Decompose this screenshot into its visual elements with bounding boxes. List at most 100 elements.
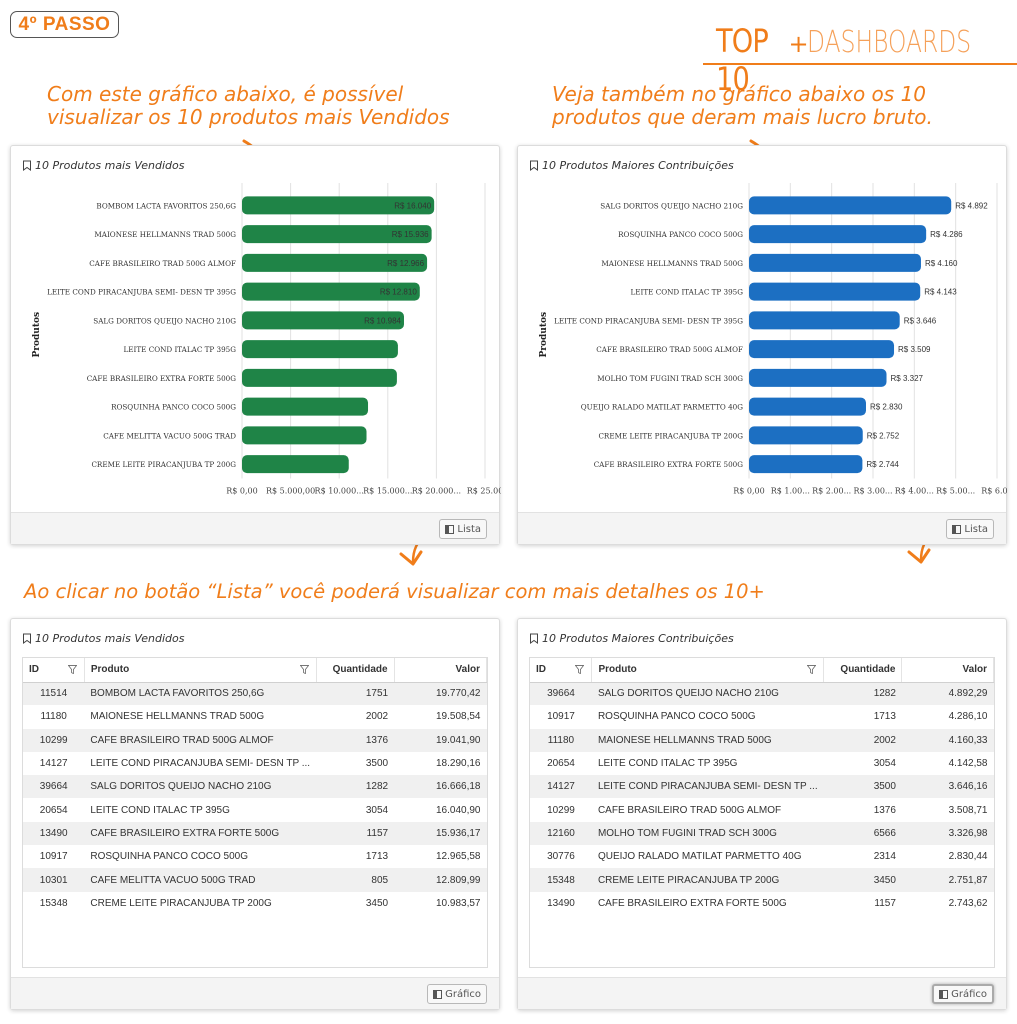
cell-quantidade: 3500 <box>823 775 902 799</box>
bar[interactable] <box>749 455 863 474</box>
x-tick-label: R$ 15.000... <box>363 487 412 496</box>
bar[interactable] <box>242 225 432 244</box>
cell-id: 11180 <box>530 728 592 752</box>
data-label: R$ 2.752 <box>867 431 900 440</box>
cell-produto: CAFE BRASILEIRO EXTRA FORTE 500G <box>84 821 317 846</box>
table-row[interactable]: 10299 CAFE BRASILEIRO TRAD 500G ALMOF 1376… <box>23 728 487 752</box>
bar[interactable] <box>242 282 420 301</box>
cell-valor: 4.142,58 <box>901 751 994 776</box>
bar[interactable] <box>749 340 895 359</box>
column-header-produto[interactable]: Produto <box>84 658 317 683</box>
column-header-quantidade[interactable]: Quantidade <box>823 658 903 683</box>
data-grid: ID Produto Quantidade Valor 11514 BOMBOM … <box>22 657 488 968</box>
table-row[interactable]: 15348 CREME LEITE PIRACANJUBA TP 200G 3450… <box>23 891 487 915</box>
brand-dashboards-text: DASHBOARDS <box>806 25 971 60</box>
caption-left: Com este gráfico abaixo, é possível visu… <box>47 83 450 129</box>
data-label: R$ 3.646 <box>904 316 937 325</box>
table-row[interactable]: 10917 ROSQUINHA PANCO COCO 500G 1713 12.965… <box>23 845 487 869</box>
bookmark-icon <box>23 160 31 171</box>
table-row[interactable]: 13490 CAFE BRASILEIRO EXTRA FORTE 500G 115… <box>530 891 994 915</box>
cell-produto: CAFE BRASILEIRO TRAD 500G ALMOF <box>591 798 824 822</box>
cell-id: 10299 <box>530 798 592 822</box>
column-header-valor[interactable]: Valor <box>394 658 487 683</box>
table-row[interactable]: 14127 LEITE COND PIRACANJUBA SEMI- DESN T… <box>23 751 487 776</box>
table-row[interactable]: 10301 CAFE MELITTA VACUO 500G TRAD 805 12.8… <box>23 868 487 892</box>
column-header-label: Valor <box>455 664 480 676</box>
cell-quantidade: 2314 <box>823 845 902 869</box>
cell-quantidade: 2002 <box>823 728 902 752</box>
category-label: ROSQUINHA PANCO COCO 500G <box>111 403 236 412</box>
bar[interactable] <box>242 397 369 416</box>
category-label: LEITE COND ITALAC TP 395G <box>631 288 744 297</box>
cell-valor: 12.809,99 <box>394 868 487 892</box>
column-header-id[interactable]: ID <box>530 658 593 683</box>
table-row[interactable]: 30776 QUEIJO RALADO MATILAT PARMETTO 40G 2… <box>530 845 994 869</box>
table-row[interactable]: 10299 CAFE BRASILEIRO TRAD 500G ALMOF 1376… <box>530 798 994 822</box>
bar[interactable] <box>749 196 952 215</box>
brand-plus: + <box>788 30 809 58</box>
column-header-quantidade[interactable]: Quantidade <box>316 658 395 683</box>
bar[interactable] <box>749 225 927 244</box>
table-row[interactable]: 39664 SALG DORITOS QUEIJO NACHO 210G 1282 4… <box>530 682 994 706</box>
table-row[interactable]: 20654 LEITE COND ITALAC TP 395G 3054 16.040… <box>23 798 487 822</box>
list-button[interactable]: Lista <box>439 519 487 539</box>
filter-icon[interactable] <box>575 665 585 674</box>
cell-id: 39664 <box>530 682 592 706</box>
cell-produto: ROSQUINHA PANCO COCO 500G <box>591 705 824 729</box>
cell-produto: LEITE COND ITALAC TP 395G <box>84 798 317 822</box>
caption-right-line2: produtos que deram mais lucro bruto. <box>552 105 933 129</box>
cell-produto: LEITE COND ITALAC TP 395G <box>591 751 824 776</box>
column-header-label: Produto <box>598 664 637 676</box>
chart-button-label: Gráfico <box>445 988 481 1000</box>
column-header-label: Valor <box>962 664 987 676</box>
bar[interactable] <box>749 397 866 416</box>
bar[interactable] <box>749 426 863 445</box>
cell-produto: ROSQUINHA PANCO COCO 500G <box>84 845 317 869</box>
bar[interactable] <box>242 340 398 359</box>
filter-icon[interactable] <box>807 665 817 674</box>
table-row[interactable]: 11180 MAIONESE HELLMANNS TRAD 500G 2002 19.… <box>23 705 487 729</box>
table-row[interactable]: 39664 SALG DORITOS QUEIJO NACHO 210G 1282 1… <box>23 775 487 799</box>
table-row[interactable]: 20654 LEITE COND ITALAC TP 395G 3054 4.142,… <box>530 751 994 776</box>
cell-quantidade: 1751 <box>316 682 395 706</box>
table-row[interactable]: 12160 MOLHO TOM FUGINI TRAD SCH 300G 6566 3… <box>530 821 994 846</box>
chart-button[interactable]: Gráfico <box>427 984 487 1004</box>
bar[interactable] <box>242 426 367 445</box>
table-row[interactable]: 11514 BOMBOM LACTA FAVORITOS 250,6G 1751 19… <box>23 682 487 706</box>
cell-quantidade: 805 <box>316 868 395 892</box>
cell-produto: CAFE MELITTA VACUO 500G TRAD <box>84 868 317 892</box>
cell-id: 14127 <box>23 751 85 776</box>
cell-quantidade: 1376 <box>316 728 395 752</box>
cell-quantidade: 1157 <box>823 891 902 915</box>
filter-icon[interactable] <box>299 665 309 674</box>
bar[interactable] <box>749 282 921 301</box>
column-header-produto[interactable]: Produto <box>591 658 825 683</box>
table-row[interactable]: 14127 LEITE COND PIRACANJUBA SEMI- DESN T… <box>530 775 994 799</box>
bookmark-icon <box>530 633 538 644</box>
cell-quantidade: 3450 <box>316 891 395 915</box>
bar[interactable] <box>242 196 435 215</box>
bar[interactable] <box>242 311 404 330</box>
table-row[interactable]: 11180 MAIONESE HELLMANNS TRAD 500G 2002 4.1… <box>530 728 994 752</box>
bar[interactable] <box>749 311 900 330</box>
bar[interactable] <box>242 368 397 387</box>
bar[interactable] <box>749 368 887 387</box>
bar[interactable] <box>242 253 428 272</box>
column-header-id[interactable]: ID <box>23 658 85 683</box>
bookmark-icon <box>23 633 31 644</box>
cell-id: 13490 <box>23 821 85 846</box>
cell-id: 12160 <box>530 821 592 846</box>
table-row[interactable]: 13490 CAFE BRASILEIRO EXTRA FORTE 500G 115… <box>23 821 487 846</box>
bar[interactable] <box>749 253 921 272</box>
table-row[interactable]: 15348 CREME LEITE PIRACANJUBA TP 200G 3450… <box>530 868 994 892</box>
chart-button[interactable]: Gráfico <box>932 984 994 1004</box>
list-button[interactable]: Lista <box>946 519 994 539</box>
filter-icon[interactable] <box>67 665 77 674</box>
table-row[interactable]: 10917 ROSQUINHA PANCO COCO 500G 1713 4.286,… <box>530 705 994 729</box>
cell-id: 10299 <box>23 728 85 752</box>
category-label: SALG DORITOS QUEIJO NACHO 210G <box>93 316 236 325</box>
column-header-valor[interactable]: Valor <box>901 658 994 683</box>
bar[interactable] <box>242 455 349 474</box>
cell-produto: MAIONESE HELLMANNS TRAD 500G <box>84 705 317 729</box>
data-label: R$ 4.892 <box>955 201 988 210</box>
